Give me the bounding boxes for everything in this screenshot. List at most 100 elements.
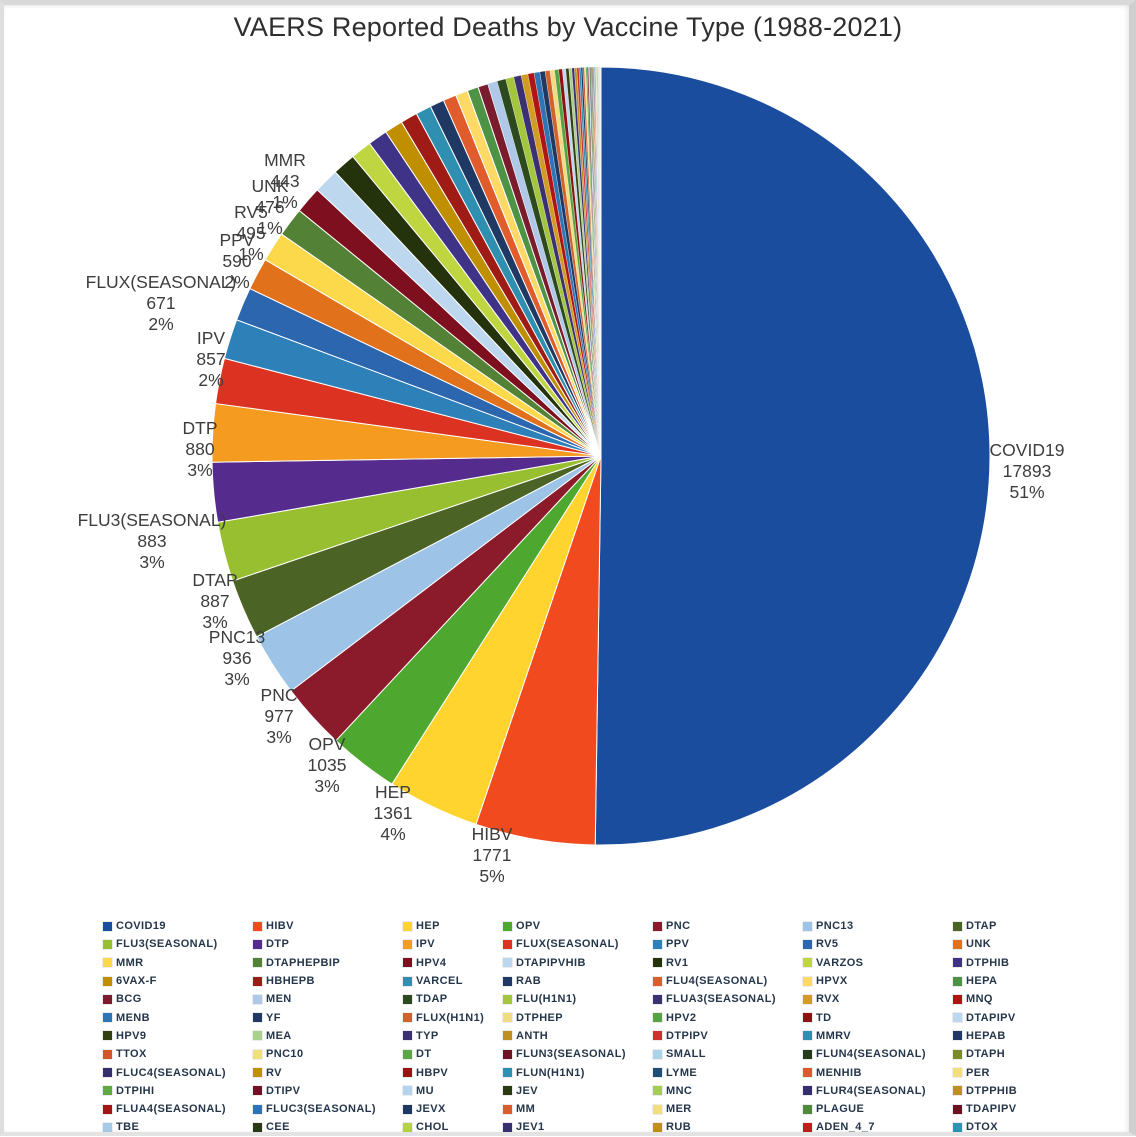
legend-swatch [503, 1031, 512, 1040]
legend-label: PNC [666, 920, 690, 932]
legend-item-PLAGUE: PLAGUE [803, 1103, 953, 1115]
pie-label-line: 3% [207, 776, 447, 797]
legend-swatch [253, 1105, 262, 1114]
legend-label: MM [516, 1103, 535, 1115]
legend-item-DTAP: DTAP [953, 920, 1118, 932]
legend-swatch [403, 1123, 412, 1132]
legend-item-IPV: IPV [403, 938, 503, 950]
legend-label: DTPHIB [966, 957, 1009, 969]
legend-label: DTPPHIB [966, 1085, 1017, 1097]
legend-swatch [803, 958, 812, 967]
legend-swatch [503, 995, 512, 1004]
legend-swatch [253, 958, 262, 967]
legend-label: FLUX(SEASONAL) [516, 938, 619, 950]
legend-item-FLUN3(SEASONAL): FLUN3(SEASONAL) [503, 1048, 653, 1060]
legend-swatch [103, 940, 112, 949]
legend-swatch [653, 995, 662, 1004]
pie-label-line: 443 [165, 171, 405, 192]
legend-item-DTAPHEPBIP: DTAPHEPBIP [253, 957, 403, 969]
legend-label: FLUN3(SEASONAL) [516, 1048, 626, 1060]
legend-item-MU: MU [403, 1085, 503, 1097]
legend-label: HBHEPB [266, 975, 315, 987]
legend-label: PNC13 [816, 920, 853, 932]
legend-swatch [103, 1068, 112, 1077]
legend-swatch [253, 1050, 262, 1059]
legend-label: TDAPIPV [966, 1103, 1016, 1115]
pie-label-line: 977 [159, 706, 399, 727]
legend-swatch [103, 995, 112, 1004]
legend-item-DTOX: DTOX [953, 1121, 1118, 1133]
legend-item-VARCEL: VARCEL [403, 975, 503, 987]
legend-label: MMRV [816, 1030, 851, 1042]
legend-item-SMALL: SMALL [653, 1048, 803, 1060]
legend-swatch [103, 958, 112, 967]
legend-item-PPV: PPV [653, 938, 803, 950]
pie-label-line: 3% [32, 552, 272, 573]
legend-swatch [953, 1123, 962, 1132]
legend-swatch [403, 958, 412, 967]
legend-item-DTAPIPVHIB: DTAPIPVHIB [503, 957, 653, 969]
legend-label: PER [966, 1067, 990, 1079]
legend-item-6VAX-F: 6VAX-F [103, 975, 253, 987]
legend-swatch [253, 922, 262, 931]
legend-swatch [953, 1086, 962, 1095]
legend-swatch [103, 1123, 112, 1132]
legend-label: VARZOS [816, 957, 863, 969]
legend-label: FLUA4(SEASONAL) [116, 1103, 226, 1115]
legend-label: PLAGUE [816, 1103, 864, 1115]
legend-item-MNC: MNC [653, 1085, 803, 1097]
legend-item-ADEN_4_7: ADEN_4_7 [803, 1121, 953, 1133]
legend-item-PER: PER [953, 1067, 1118, 1079]
legend-swatch [803, 1031, 812, 1040]
legend-item-FLU3(SEASONAL): FLU3(SEASONAL) [103, 938, 253, 950]
legend-label: DTAP [966, 920, 997, 932]
pie-label-line: 5% [372, 866, 612, 887]
legend-item-RV: RV [253, 1067, 403, 1079]
legend-item-FLUX(H1N1): FLUX(H1N1) [403, 1012, 503, 1024]
legend-swatch [403, 940, 412, 949]
legend-label: HPV9 [116, 1030, 146, 1042]
legend-swatch [803, 995, 812, 1004]
legend-label: OPV [516, 920, 540, 932]
legend-swatch [503, 940, 512, 949]
legend-swatch [503, 1123, 512, 1132]
legend-swatch [953, 1068, 962, 1077]
legend-label: SMALL [666, 1048, 706, 1060]
legend-item-TD: TD [803, 1012, 953, 1024]
legend-swatch [503, 922, 512, 931]
legend-item-HPV2: HPV2 [653, 1012, 803, 1024]
legend-swatch [403, 1105, 412, 1114]
legend-swatch [953, 977, 962, 986]
pie-label-line: DTP [80, 418, 320, 439]
legend-label: CEE [266, 1121, 290, 1133]
legend-item-DT: DT [403, 1048, 503, 1060]
legend-label: IPV [416, 938, 435, 950]
legend-label: HEPAB [966, 1030, 1006, 1042]
legend-label: DT [416, 1048, 431, 1060]
legend-swatch [953, 1013, 962, 1022]
legend-label: FLUN(H1N1) [516, 1067, 585, 1079]
legend-label: TYP [416, 1030, 439, 1042]
legend-swatch [253, 1068, 262, 1077]
legend-swatch [953, 995, 962, 1004]
legend-swatch [103, 1031, 112, 1040]
legend-item-CEE: CEE [253, 1121, 403, 1133]
legend-label: CHOL [416, 1121, 449, 1133]
legend-label: TBE [116, 1121, 139, 1133]
legend-swatch [653, 1013, 662, 1022]
legend-swatch [653, 1086, 662, 1095]
legend-item-ANTH: ANTH [503, 1030, 653, 1042]
legend-label: MENB [116, 1012, 150, 1024]
pie-label-line: 887 [95, 591, 335, 612]
legend-label: FLUA3(SEASONAL) [666, 993, 776, 1005]
legend-swatch [653, 1050, 662, 1059]
legend-label: DTP [266, 938, 289, 950]
legend-swatch [653, 940, 662, 949]
legend-swatch [253, 1086, 262, 1095]
legend-swatch [803, 1105, 812, 1114]
legend-item-FLUC3(SEASONAL): FLUC3(SEASONAL) [253, 1103, 403, 1115]
legend-label: MNQ [966, 993, 993, 1005]
